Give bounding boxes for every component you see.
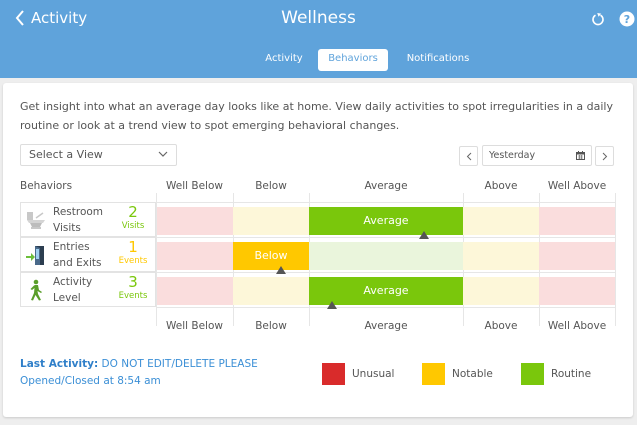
- last-activity-detail: Opened/Closed at 8:54 am: [20, 375, 161, 387]
- band-well-below: [157, 207, 233, 235]
- band-well-below: [157, 277, 233, 305]
- column-header-above: Above: [484, 180, 518, 192]
- help-icon[interactable]: ?: [619, 11, 635, 27]
- behavior-count: 1: [128, 238, 138, 256]
- svg-text:?: ?: [624, 13, 630, 26]
- previous-date-button[interactable]: [459, 146, 478, 166]
- tab-activity[interactable]: Activity: [265, 53, 303, 64]
- behavior-row-activity-level[interactable]: Activity Level 3 Events: [20, 272, 156, 307]
- column-footer-well-below: Well Below: [166, 320, 223, 332]
- behavior-name-line2: Visits: [53, 222, 81, 234]
- legend-label: Unusual: [352, 368, 395, 380]
- band-well-above: [539, 242, 615, 270]
- view-select-value: Select a View: [29, 148, 103, 161]
- behavior-row-restroom-visits[interactable]: Restroom Visits 2 Visits: [20, 202, 156, 237]
- last-activity-label: Last Activity:: [20, 358, 99, 370]
- column-header-well-above: Well Above: [547, 180, 607, 192]
- back-button[interactable]: Activity: [15, 9, 87, 27]
- band-below: [233, 207, 309, 235]
- app-header: Activity Wellness ? Activity Behaviors N…: [0, 0, 637, 78]
- tab-behaviors[interactable]: Behaviors: [318, 49, 388, 71]
- band-well-below: [157, 242, 233, 270]
- back-label: Activity: [31, 9, 88, 27]
- grid-line: [156, 202, 616, 203]
- column-footer-average: Average: [364, 320, 408, 332]
- last-activity: Last Activity: DO NOT EDIT/DELETE PLEASE…: [20, 356, 258, 390]
- calendar-icon: [576, 151, 585, 160]
- chevron-right-icon: [602, 152, 607, 160]
- column-header-well-below: Well Below: [166, 180, 223, 192]
- legend-swatch-routine: [521, 363, 544, 385]
- grid-line: [156, 193, 157, 326]
- band-well-above: [539, 277, 615, 305]
- behavior-name-line1: Entries: [53, 241, 90, 253]
- walking-person-icon: [30, 279, 42, 301]
- page-title: Wellness: [281, 8, 356, 28]
- last-activity-value: DO NOT EDIT/DELETE PLEASE: [101, 358, 258, 370]
- legend-label: Routine: [551, 368, 592, 380]
- legend-swatch-notable: [422, 363, 445, 385]
- band-average: [309, 242, 463, 270]
- date-value: Yesterday: [489, 150, 536, 161]
- legend-swatch-unusual: [322, 363, 345, 385]
- column-header-average: Average: [364, 180, 408, 192]
- refresh-icon[interactable]: [590, 11, 606, 27]
- position-marker-triangle: [276, 266, 286, 274]
- band-well-above: [539, 207, 615, 235]
- position-marker-triangle: [327, 301, 337, 309]
- behavior-name-line1: Activity: [53, 276, 93, 288]
- band-below: [233, 277, 309, 305]
- status-bar-average: Average: [309, 207, 463, 235]
- column-footer-above: Above: [484, 320, 518, 332]
- behavior-row-entries-and-exits[interactable]: Entries and Exits 1 Events: [20, 237, 156, 272]
- band-above: [463, 207, 539, 235]
- behavior-name-line1: Restroom: [53, 206, 104, 218]
- column-header-below: Below: [255, 180, 287, 192]
- legend-item-notable: Notable: [422, 363, 493, 385]
- behavior-name-line2: Level: [53, 292, 81, 304]
- legend-item-unusual: Unusual: [322, 363, 394, 385]
- position-marker-triangle: [419, 231, 429, 239]
- tab-notifications[interactable]: Notifications: [406, 53, 470, 64]
- band-above: [463, 277, 539, 305]
- behavior-name-line2: and Exits: [53, 257, 102, 269]
- chevron-left-icon: [466, 152, 471, 160]
- behaviors-column-header: Behaviors: [20, 180, 73, 192]
- view-select[interactable]: Select a View: [20, 144, 177, 166]
- legend-label: Notable: [452, 368, 493, 380]
- date-picker[interactable]: Yesterday: [482, 145, 592, 166]
- grid-line: [615, 193, 616, 326]
- behavior-unit: Visits: [121, 221, 145, 231]
- toilet-icon: [27, 212, 45, 229]
- behavior-unit: Events: [118, 256, 148, 266]
- behavior-unit: Events: [118, 291, 148, 301]
- status-bar-average: Average: [309, 277, 463, 305]
- band-above: [463, 242, 539, 270]
- intro-text: Get insight into what an average day loo…: [20, 100, 613, 132]
- grid-line: [156, 307, 616, 308]
- behavior-count: 2: [128, 203, 138, 221]
- column-footer-well-above: Well Above: [547, 320, 607, 332]
- legend-item-routine: Routine: [521, 363, 591, 385]
- next-date-button[interactable]: [595, 146, 614, 166]
- chevron-left-icon: [15, 10, 24, 26]
- behavior-count: 3: [128, 273, 138, 291]
- grid-line: [156, 272, 616, 273]
- status-bar-below: Below: [233, 242, 309, 270]
- column-footer-below: Below: [255, 320, 287, 332]
- door-exit-icon: [26, 246, 44, 265]
- grid-line: [156, 237, 616, 238]
- chevron-down-icon: [158, 151, 168, 157]
- behaviors-card: Get insight into what an average day loo…: [3, 83, 633, 417]
